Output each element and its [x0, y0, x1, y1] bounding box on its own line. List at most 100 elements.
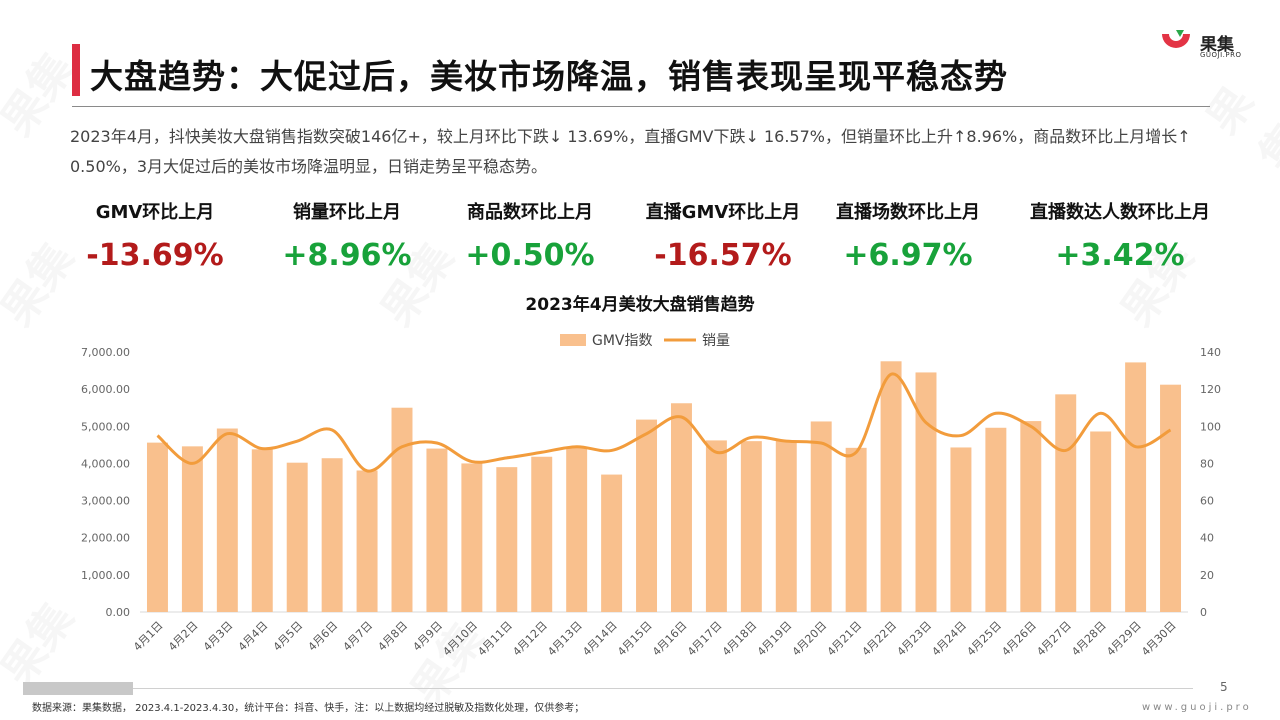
x-tick-label: 4月23日 [895, 619, 935, 659]
kpi-gmv: GMV环比上月 -13.69% [60, 198, 250, 273]
legend-swatch-gmv [560, 334, 586, 346]
x-tick-label: 4月25日 [964, 619, 1004, 659]
x-tick-label: 4月3日 [201, 619, 236, 654]
bar-gmv [775, 440, 797, 612]
kpi-label: 商品数环比上月 [467, 202, 593, 223]
guoji-logo-icon [1162, 30, 1190, 48]
bar-gmv [531, 456, 553, 612]
logo-name: 果集 [1200, 35, 1234, 55]
x-tick-label: 4月18日 [720, 619, 760, 659]
bar-gmv [845, 447, 867, 612]
x-tick-label: 4月28日 [1069, 619, 1109, 659]
bar-gmv [391, 407, 413, 612]
y-left-tick-label: 1,000.00 [81, 569, 130, 582]
bar-gmv [1090, 431, 1112, 612]
y-right-tick-label: 100 [1200, 420, 1221, 433]
x-tick-label: 4月30日 [1139, 619, 1179, 659]
bar-gmv [496, 467, 518, 612]
bar-gmv [1055, 394, 1077, 612]
y-left-tick-label: 6,000.00 [81, 383, 130, 396]
bar-gmv [321, 458, 343, 612]
x-tick-label: 4月27日 [1034, 619, 1074, 659]
kpi-live-sessions: 直播场数环比上月 +6.97% [813, 198, 1003, 273]
kpi-product-count: 商品数环比上月 +0.50% [435, 198, 625, 273]
kpi-sales-volume: 销量环比上月 +8.96% [252, 198, 442, 273]
y-right-tick-label: 40 [1200, 532, 1214, 545]
bar-gmv [146, 442, 168, 612]
title-accent-bar [72, 44, 80, 96]
y-right-tick-label: 80 [1200, 457, 1214, 470]
y-right-tick-label: 0 [1200, 606, 1207, 619]
x-tick-label: 4月7日 [341, 619, 376, 654]
y-left-tick-label: 2,000.00 [81, 532, 130, 545]
x-tick-label: 4月22日 [860, 619, 900, 659]
x-tick-label: 4月11日 [475, 619, 515, 659]
page-number: 5 [1220, 680, 1228, 694]
bar-gmv [181, 446, 203, 612]
y-left-tick-label: 4,000.00 [81, 457, 130, 470]
kpi-live-creators: 直播数达人数环比上月 +3.42% [1020, 198, 1220, 273]
x-tick-label: 4月29日 [1104, 619, 1144, 659]
logo-subtitle: GUOJI.PRO [1200, 51, 1242, 59]
kpi-value: +8.96% [282, 238, 412, 273]
kpi-value: +3.42% [1055, 238, 1185, 273]
x-tick-label: 4月16日 [650, 619, 690, 659]
kpi-value: +0.50% [465, 238, 595, 273]
bar-gmv [1125, 362, 1147, 612]
bar-gmv [915, 372, 937, 612]
kpi-live-gmv: 直播GMV环比上月 -16.57% [628, 198, 818, 273]
x-tick-label: 4月5日 [271, 619, 306, 654]
kpi-label: GMV环比上月 [95, 202, 215, 223]
bar-gmv [985, 427, 1007, 612]
kpi-label: 销量环比上月 [293, 202, 401, 223]
x-tick-label: 4月8日 [375, 619, 410, 654]
bar-gmv [356, 470, 378, 612]
x-tick-label: 4月10日 [440, 619, 480, 659]
summary-text: 2023年4月，抖快美妆大盘销售指数突破146亿+，较上月环比下跌↓ 13.69… [70, 127, 1191, 176]
x-tick-label: 4月19日 [755, 619, 795, 659]
legend-label-gmv: GMV指数 [592, 333, 653, 349]
y-right-tick-label: 20 [1200, 569, 1214, 582]
kpi-value: -16.57% [654, 238, 792, 273]
x-tick-label: 4月14日 [580, 619, 620, 659]
kpi-label: 直播数达人数环比上月 [1030, 202, 1210, 223]
bar-gmv [810, 421, 832, 612]
footer-bar [23, 682, 133, 695]
bar-gmv [636, 419, 658, 612]
y-left-tick-label: 7,000.00 [81, 346, 130, 359]
sales-trend-chart: 0.00 1,000.00 2,000.00 3,000.00 4,000.00 5,00… [81, 333, 1221, 659]
page-title: 大盘趋势：大促过后，美妆市场降温，销售表现呈现平稳态势 [90, 57, 1008, 96]
y-right-tick-label: 120 [1200, 383, 1221, 396]
title-divider [72, 106, 1210, 107]
y-left-tick-label: 0.00 [106, 606, 131, 619]
kpi-label: 直播场数环比上月 [836, 202, 980, 223]
x-tick-label: 4月21日 [825, 619, 865, 659]
x-tick-label: 4月13日 [545, 619, 585, 659]
bar-gmv [601, 474, 623, 612]
bar-gmv [251, 449, 273, 612]
x-tick-label: 4月15日 [615, 619, 655, 659]
bar-gmv [950, 447, 972, 612]
x-tick-label: 4月12日 [510, 619, 550, 659]
y-left-tick-label: 5,000.00 [81, 420, 130, 433]
y-right-tick-label: 60 [1200, 495, 1214, 508]
bar-gmv [705, 440, 727, 612]
kpi-value: -13.69% [86, 238, 224, 273]
bar-gmv [286, 462, 308, 612]
bar-gmv [670, 403, 692, 612]
bar-gmv [216, 428, 238, 612]
y-right-tick-label: 140 [1200, 346, 1221, 359]
bar-gmv [1160, 384, 1182, 612]
y-left-tick-label: 3,000.00 [81, 495, 130, 508]
bar-gmv [1020, 421, 1042, 612]
kpi-row: GMV环比上月 -13.69% 销量环比上月 +8.96% 商品数环比上月 +0… [60, 198, 1220, 278]
kpi-value: +6.97% [843, 238, 973, 273]
bar-gmv [461, 463, 483, 612]
x-tick-label: 4月9日 [410, 619, 445, 654]
legend-label-sales: 销量 [702, 333, 730, 349]
x-tick-label: 4月20日 [790, 619, 830, 659]
bar-gmv [740, 441, 762, 612]
x-tick-label: 4月26日 [999, 619, 1039, 659]
x-tick-label: 4月6日 [306, 619, 341, 654]
website-url: www.guoji.pro [1142, 702, 1252, 713]
